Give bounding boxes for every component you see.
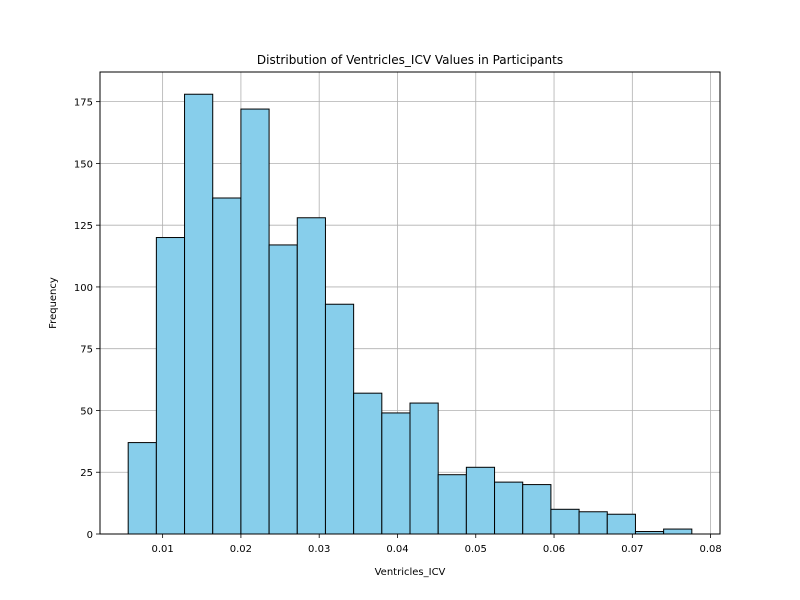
x-tick-label: 0.07 (621, 544, 643, 555)
plot-frame (99, 71, 721, 535)
x-tick-label: 0.03 (308, 544, 330, 555)
y-tick-label: 100 (74, 283, 93, 294)
x-tick-label: 0.02 (230, 544, 252, 555)
histogram-bar (381, 412, 411, 535)
histogram-bar (212, 197, 242, 535)
y-tick-label: 25 (80, 468, 93, 479)
x-tick-label: 0.08 (699, 544, 721, 555)
x-tick-label: 0.04 (386, 544, 408, 555)
histogram-bar (155, 237, 186, 535)
x-tick-label: 0.06 (543, 544, 565, 555)
histogram-bar (663, 528, 693, 535)
histogram-bar (324, 303, 355, 535)
y-tick-label: 75 (80, 345, 93, 356)
x-axis-title: Ventricles_ICV (375, 567, 446, 578)
histogram-bar (353, 392, 383, 535)
histogram-bar (437, 474, 467, 535)
chart-title: Distribution of Ventricles_ICV Values in… (257, 53, 563, 67)
y-tick-label: 50 (80, 406, 93, 417)
histogram-bar (606, 513, 636, 535)
y-axis-ticks: 0 25 50 75 100 125 150 175 (74, 98, 100, 541)
x-tick-label: 0.05 (465, 544, 487, 555)
histogram-bar (578, 511, 608, 535)
y-axis-title: Frequency (48, 277, 59, 329)
x-axis-ticks: 0.01 0.02 0.03 0.04 0.05 0.06 0.07 0.08 (151, 534, 722, 555)
y-tick-label: 150 (74, 159, 93, 170)
histogram-bar (409, 402, 439, 535)
y-tick-label: 175 (74, 98, 93, 109)
histogram-bar (296, 217, 326, 535)
histogram-bar (550, 508, 580, 535)
histogram-bar (522, 484, 552, 535)
y-tick-label: 125 (74, 221, 93, 232)
y-tick-label: 0 (87, 530, 93, 541)
histogram-bar (268, 244, 298, 535)
histogram-bar (127, 442, 157, 535)
bars (127, 93, 693, 535)
x-tick-label: 0.01 (151, 544, 173, 555)
histogram-bar (465, 466, 496, 535)
histogram-bar (240, 108, 270, 535)
histogram-bar (494, 481, 524, 535)
histogram-bar (184, 93, 214, 535)
